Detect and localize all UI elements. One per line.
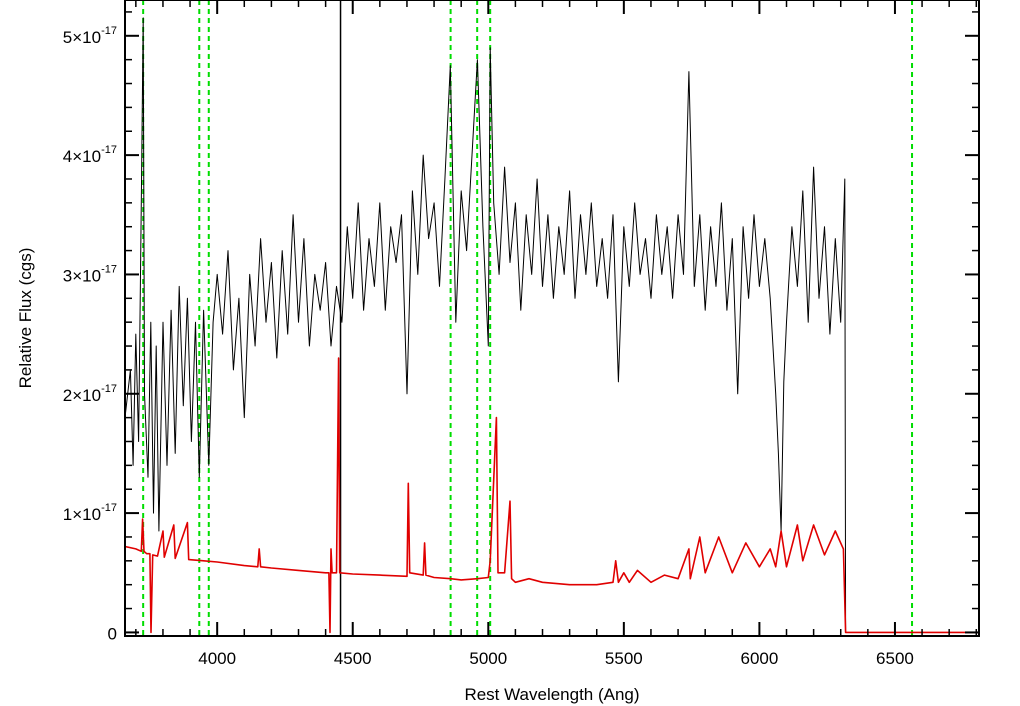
x-axis-ticks: 4000 4500 5000 5500 6000 6500: [135, 0, 978, 668]
x-tick-label-2: 5000: [469, 649, 507, 668]
reference-lines: [142, 0, 914, 636]
series-line-0: [124, 17, 847, 633]
y-axis-label: Relative Flux (cgs): [16, 248, 35, 389]
y-tick-label-3: 3×10-17: [63, 263, 117, 285]
x-tick-label-4: 6000: [740, 649, 778, 668]
x-tick-label-3: 5500: [605, 649, 643, 668]
plot-frame: [124, 0, 980, 637]
x-tick-label-5: 6500: [876, 649, 914, 668]
y-tick-label-4: 4×10-17: [63, 144, 117, 166]
series-group: [124, 17, 979, 634]
x-axis-label: Rest Wavelength (Ang): [464, 685, 639, 704]
series-line-1: [124, 357, 979, 634]
y-tick-label-0: 0: [108, 624, 117, 643]
y-axis-ticks: 0 1×10-17 2×10-17 3×10-17 4×10-17 5×10-17: [63, 11, 979, 643]
y-tick-label-2: 2×10-17: [63, 383, 117, 405]
x-tick-label-0: 4000: [198, 649, 236, 668]
y-tick-label-1: 1×10-17: [63, 502, 117, 524]
y-tick-label-5: 5×10-17: [63, 25, 117, 47]
x-tick-label-1: 4500: [334, 649, 372, 668]
